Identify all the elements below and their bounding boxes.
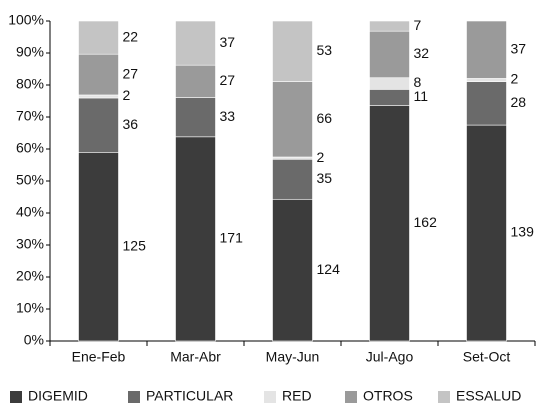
bar-segment <box>175 20 216 66</box>
y-tick-label: 90% <box>16 44 44 60</box>
data-label: 7 <box>414 17 422 33</box>
data-label: 11 <box>414 88 429 104</box>
bar-segment <box>175 97 216 138</box>
y-tick-label: 80% <box>16 76 44 92</box>
bar-segment <box>175 136 216 342</box>
bar-segment <box>175 64 216 98</box>
bar-segment <box>272 81 313 158</box>
data-label: 124 <box>317 261 341 277</box>
legend-label: ESSALUD <box>456 388 521 404</box>
legend-label: RED <box>282 388 312 404</box>
legend-swatch <box>264 391 276 403</box>
legend-swatch <box>128 391 140 403</box>
data-label: 22 <box>123 28 139 44</box>
bar-segment <box>369 20 410 32</box>
legend-label: DIGEMID <box>28 388 88 404</box>
legend-swatch <box>10 391 22 403</box>
y-tick-label: 100% <box>8 12 44 28</box>
data-label: 125 <box>123 237 147 253</box>
bar-segment <box>466 20 507 79</box>
y-tick-label: 40% <box>16 204 44 220</box>
data-label: 8 <box>414 74 422 90</box>
bar-segment <box>272 156 313 160</box>
data-label: 162 <box>414 214 438 230</box>
x-tick-label: Mar-Abr <box>170 349 221 365</box>
data-label: 36 <box>123 116 139 132</box>
data-label: 32 <box>414 45 430 61</box>
bar-segment <box>272 20 313 82</box>
bar-segment <box>78 53 119 96</box>
bar-segment <box>78 152 119 342</box>
y-tick-label: 0% <box>24 332 44 348</box>
legend-swatch <box>345 391 357 403</box>
bar-segment <box>369 77 410 90</box>
legend-label: PARTICULAR <box>146 388 233 404</box>
bar-segment <box>272 198 313 342</box>
bar-segment <box>78 97 119 153</box>
data-label: 171 <box>220 230 244 246</box>
y-tick-label: 70% <box>16 108 44 124</box>
y-tick-label: 50% <box>16 172 44 188</box>
data-label: 139 <box>511 224 535 240</box>
x-tick-label: Jul-Ago <box>366 349 414 365</box>
data-label: 28 <box>511 94 527 110</box>
y-tick-label: 30% <box>16 236 44 252</box>
data-label: 37 <box>511 40 527 56</box>
data-label: 37 <box>220 34 236 50</box>
data-label: 53 <box>317 42 333 58</box>
bar-segment <box>272 158 313 200</box>
legend-label: OTROS <box>363 388 413 404</box>
data-label: 27 <box>123 65 139 81</box>
x-tick-label: Set-Oct <box>463 349 511 365</box>
data-label: 66 <box>317 110 333 126</box>
bar-segment <box>369 30 410 79</box>
data-label: 2 <box>123 87 131 103</box>
x-tick-label: May-Jun <box>266 349 320 365</box>
bar-segment <box>369 105 410 342</box>
bar-segment <box>78 20 119 55</box>
x-tick-label: Ene-Feb <box>72 349 126 365</box>
y-tick-label: 60% <box>16 140 44 156</box>
bar-segment <box>466 78 507 82</box>
data-label: 35 <box>317 170 333 186</box>
data-label: 2 <box>511 71 519 87</box>
data-label: 27 <box>220 72 236 88</box>
legend-swatch <box>438 391 450 403</box>
bar-segment <box>466 81 507 126</box>
bar-segment <box>466 124 507 342</box>
y-tick-label: 10% <box>16 300 44 316</box>
data-label: 2 <box>317 149 325 165</box>
bar-segment <box>78 94 119 99</box>
y-tick-label: 20% <box>16 268 44 284</box>
data-label: 33 <box>220 108 236 124</box>
bar-segment <box>369 89 410 106</box>
